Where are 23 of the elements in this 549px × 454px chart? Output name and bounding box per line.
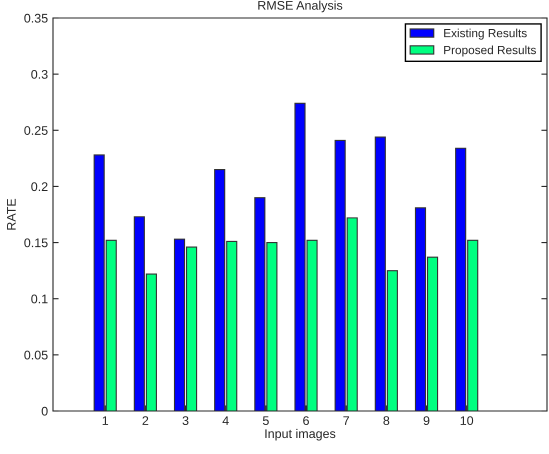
y-tick-label: 0.35	[24, 14, 48, 23]
chart-title: RMSE Analysis	[258, 0, 342, 12]
x-tick-label: 1	[102, 416, 108, 425]
x-tick-label: 10	[460, 416, 474, 426]
x-tick-label: 3	[182, 416, 188, 426]
x-tick-label: 6	[303, 416, 309, 426]
x-axis-title: Input images	[265, 428, 336, 441]
x-tick-label: 7	[343, 416, 350, 425]
y-tick-label: 0.15	[24, 238, 48, 248]
x-tick-label: 5	[262, 416, 269, 426]
x-tick-label: 2	[142, 416, 148, 425]
x-tick-label: 8	[383, 416, 390, 426]
y-tick-label: 0.05	[24, 350, 48, 360]
y-tick-label: 0.1	[31, 294, 48, 304]
legend-label: Proposed Results	[444, 46, 536, 57]
legend-label: Existing Results	[444, 28, 527, 40]
y-tick-label: 0.25	[24, 126, 48, 135]
y-tick-label: 0	[42, 406, 48, 416]
y-tick-label: 0.3	[31, 70, 48, 79]
y-axis-title: RATE	[7, 198, 16, 230]
x-tick-label: 4	[222, 416, 229, 425]
y-tick-label: 0.2	[31, 182, 48, 192]
x-tick-label: 9	[424, 416, 430, 426]
